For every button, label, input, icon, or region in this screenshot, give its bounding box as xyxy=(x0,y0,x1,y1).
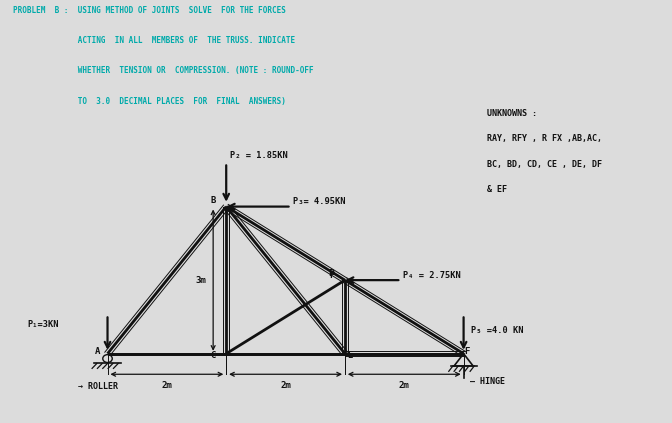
Text: P₅ =4.0 KN: P₅ =4.0 KN xyxy=(470,326,523,335)
Text: C: C xyxy=(210,351,216,360)
Text: B: B xyxy=(210,196,216,205)
Text: A: A xyxy=(95,347,101,356)
Text: 3m: 3m xyxy=(196,276,206,285)
Text: TO  3.0  DECIMAL PLACES  FOR  FINAL  ANSWERS): TO 3.0 DECIMAL PLACES FOR FINAL ANSWERS) xyxy=(13,97,286,106)
Text: P₃= 4.95KN: P₃= 4.95KN xyxy=(293,197,346,206)
Text: ACTING  IN ALL  MEMBERS OF  THE TRUSS. INDICATE: ACTING IN ALL MEMBERS OF THE TRUSS. INDI… xyxy=(13,36,295,45)
Text: RAY, RFY , R FX ,AB,AC,: RAY, RFY , R FX ,AB,AC, xyxy=(487,134,602,143)
Text: 2m: 2m xyxy=(399,381,410,390)
Text: P₁=3KN: P₁=3KN xyxy=(28,320,59,329)
Text: 2m: 2m xyxy=(280,381,291,390)
Text: E: E xyxy=(347,351,352,360)
Text: UNKNOWNS :: UNKNOWNS : xyxy=(487,109,538,118)
Text: P₄ = 2.75KN: P₄ = 2.75KN xyxy=(403,271,461,280)
Text: 2m: 2m xyxy=(161,381,172,390)
Text: WHETHER  TENSION OR  COMPRESSION. (NOTE : ROUND-OFF: WHETHER TENSION OR COMPRESSION. (NOTE : … xyxy=(13,66,313,75)
Text: — HINGE: — HINGE xyxy=(470,377,505,386)
Text: P: P xyxy=(329,271,335,280)
Text: F: F xyxy=(464,347,470,356)
Text: P₂ = 1.85KN: P₂ = 1.85KN xyxy=(230,151,288,160)
Text: BC, BD, CD, CE , DE, DF: BC, BD, CD, CE , DE, DF xyxy=(487,159,602,168)
Text: P: P xyxy=(329,269,334,278)
Text: PROBLEM  B :  USING METHOD OF JOINTS  SOLVE  FOR THE FORCES: PROBLEM B : USING METHOD OF JOINTS SOLVE… xyxy=(13,5,286,15)
Text: → ROLLER: → ROLLER xyxy=(78,382,118,391)
Text: & EF: & EF xyxy=(487,185,507,194)
